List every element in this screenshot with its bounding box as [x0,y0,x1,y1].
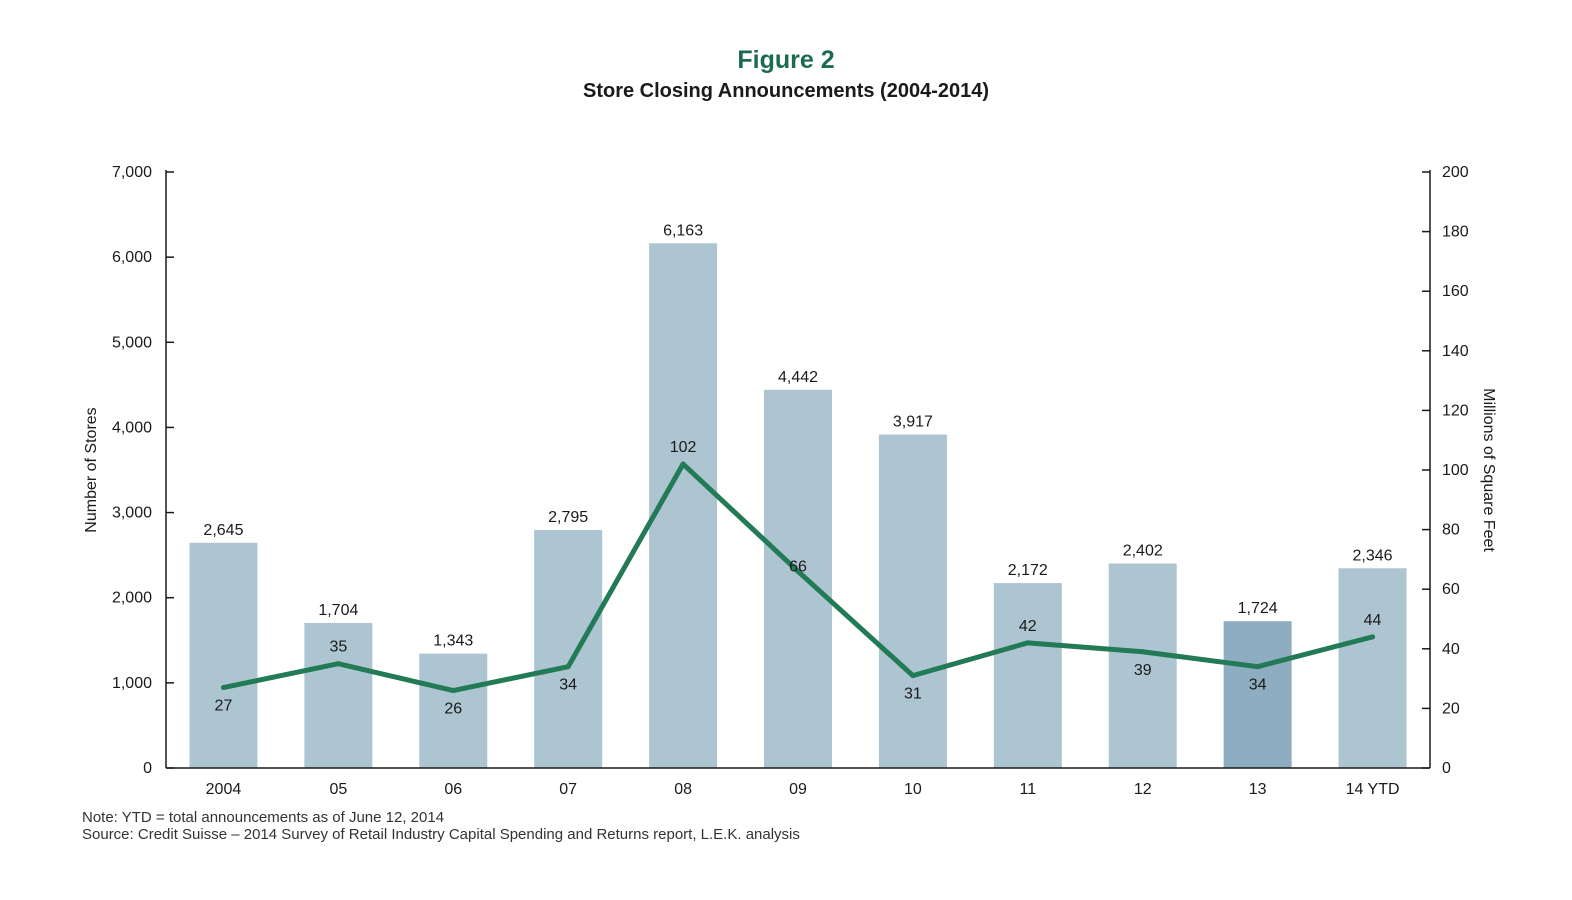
line-value-label: 35 [329,639,347,656]
left-tick-label: 0 [143,760,152,777]
left-tick-label: 2,000 [112,590,152,607]
right-tick-label: 100 [1442,462,1469,479]
line-value-label: 42 [1019,618,1037,635]
x-tick-label: 08 [674,781,692,798]
bar-value-label: 2,346 [1353,547,1393,564]
line-value-label: 44 [1364,612,1382,629]
right-tick-label: 200 [1442,164,1469,181]
line-point [1255,664,1261,670]
x-tick-label: 13 [1249,781,1267,798]
right-tick-label: 80 [1442,522,1460,539]
figure-label: Figure 2 [737,46,835,74]
bar [419,653,488,768]
line-point [1370,634,1376,640]
left-tick-label: 4,000 [112,419,152,436]
line-value-label: 34 [1249,677,1267,694]
left-tick-label: 5,000 [112,334,152,351]
line-point [335,661,341,667]
x-tick-label: 09 [789,781,807,798]
right-tick-label: 40 [1442,641,1460,658]
left-tick-label: 6,000 [112,249,152,266]
line-point [450,688,456,694]
line-point [680,461,686,467]
x-tick-label: 14 YTD [1346,781,1400,798]
right-tick-label: 180 [1442,224,1469,241]
line-point [565,664,571,670]
bar [1223,621,1292,768]
bar-value-label: 2,402 [1123,542,1163,559]
bar [189,542,258,768]
bar [1338,568,1407,768]
bar-value-label: 2,645 [203,522,243,539]
x-tick-label: 11 [1020,781,1037,798]
right-tick-label: 0 [1442,760,1451,777]
right-tick-label: 120 [1442,402,1469,419]
left-tick-label: 3,000 [112,505,152,522]
line-point [910,673,916,679]
line-value-label: 31 [904,686,922,703]
footnote: Note: YTD = total announcements as of Ju… [82,809,445,826]
bar-value-label: 6,163 [663,222,703,239]
y2-axis-title: Millions of Square Feet [1480,388,1497,552]
line-point [1025,640,1031,646]
line-point [220,685,226,691]
x-tick-label: 10 [904,781,922,798]
x-tick-label: 12 [1134,781,1152,798]
bar-value-label: 2,795 [548,509,588,526]
x-tick-label: 05 [329,781,347,798]
line-value-label: 27 [215,698,233,715]
bar-value-label: 1,724 [1238,600,1278,617]
bar-value-label: 1,343 [433,633,473,650]
line-value-label: 66 [789,558,807,575]
bar [304,622,373,768]
line-value-label: 102 [670,439,697,456]
x-tick-label: 07 [559,781,577,798]
bar-value-label: 3,917 [893,413,933,430]
bar [993,583,1062,768]
bar-value-label: 2,172 [1008,562,1048,579]
line-point [795,568,801,574]
line-value-label: 26 [444,701,462,718]
bar [1108,563,1177,768]
bar-value-label: 4,442 [778,369,818,386]
bar [534,530,603,768]
y-axis-title: Number of Stores [83,407,100,532]
bar [878,434,947,768]
bar-value-label: 1,704 [318,602,358,619]
line-value-label: 34 [559,677,577,694]
right-tick-label: 160 [1442,283,1469,300]
x-tick-label: 2004 [206,781,242,798]
bar [764,389,832,768]
line-value-label: 39 [1134,662,1152,679]
right-tick-label: 140 [1442,343,1469,360]
left-tick-label: 7,000 [112,164,152,181]
source-note: Source: Credit Suisse – 2014 Survey of R… [82,826,800,843]
right-tick-label: 20 [1442,700,1460,717]
left-tick-label: 1,000 [112,675,152,692]
line-point [1140,649,1146,655]
right-tick-label: 60 [1442,581,1460,598]
x-tick-label: 06 [444,781,462,798]
chart-title: Store Closing Announcements (2004-2014) [582,80,990,102]
